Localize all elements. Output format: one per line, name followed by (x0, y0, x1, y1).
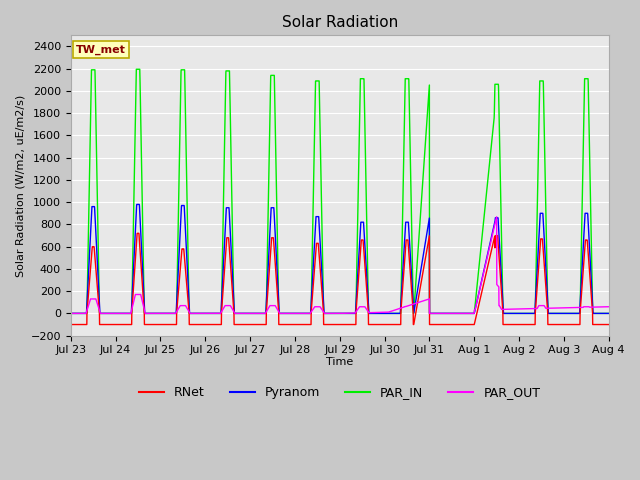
Title: Solar Radiation: Solar Radiation (282, 15, 398, 30)
Y-axis label: Solar Radiation (W/m2, uE/m2/s): Solar Radiation (W/m2, uE/m2/s) (15, 95, 25, 276)
Legend: RNet, Pyranom, PAR_IN, PAR_OUT: RNet, Pyranom, PAR_IN, PAR_OUT (134, 382, 545, 405)
Text: TW_met: TW_met (76, 44, 126, 55)
X-axis label: Time: Time (326, 357, 353, 367)
